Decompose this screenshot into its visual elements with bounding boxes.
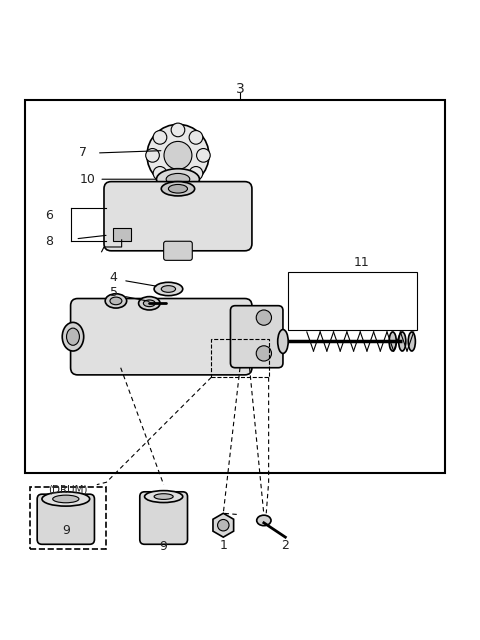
Ellipse shape: [139, 296, 160, 310]
Text: (DRUM): (DRUM): [48, 484, 88, 495]
FancyBboxPatch shape: [230, 306, 283, 368]
Ellipse shape: [278, 330, 288, 353]
Ellipse shape: [408, 332, 415, 351]
Text: 7: 7: [79, 147, 86, 159]
FancyBboxPatch shape: [104, 182, 252, 251]
Text: 8: 8: [45, 235, 53, 248]
Circle shape: [153, 166, 167, 180]
Ellipse shape: [154, 493, 173, 499]
Circle shape: [256, 310, 272, 325]
Ellipse shape: [168, 184, 188, 193]
Circle shape: [153, 131, 167, 144]
Circle shape: [164, 141, 192, 170]
Ellipse shape: [161, 182, 195, 196]
Ellipse shape: [399, 332, 406, 351]
Circle shape: [171, 123, 185, 137]
Text: 5: 5: [109, 286, 118, 300]
Ellipse shape: [62, 323, 84, 351]
Ellipse shape: [161, 285, 176, 292]
FancyBboxPatch shape: [140, 492, 188, 544]
Text: 10: 10: [79, 173, 95, 186]
Ellipse shape: [42, 492, 90, 506]
Ellipse shape: [156, 169, 199, 189]
Text: 2: 2: [281, 539, 289, 552]
Ellipse shape: [53, 495, 79, 503]
Ellipse shape: [110, 297, 122, 305]
Text: 9: 9: [62, 524, 70, 538]
Text: 4: 4: [109, 271, 118, 284]
Ellipse shape: [67, 328, 79, 346]
Circle shape: [189, 131, 203, 144]
FancyBboxPatch shape: [113, 228, 131, 241]
Ellipse shape: [105, 294, 127, 308]
Circle shape: [146, 148, 159, 162]
Circle shape: [147, 124, 209, 186]
Circle shape: [197, 148, 210, 162]
Text: 11: 11: [354, 256, 370, 269]
Circle shape: [189, 166, 203, 180]
Circle shape: [217, 520, 229, 531]
Ellipse shape: [144, 300, 156, 307]
Ellipse shape: [144, 491, 183, 502]
Ellipse shape: [389, 332, 396, 351]
Ellipse shape: [154, 282, 183, 296]
Circle shape: [171, 174, 185, 188]
Ellipse shape: [257, 515, 271, 525]
FancyBboxPatch shape: [37, 494, 95, 544]
Text: 9: 9: [160, 540, 168, 553]
FancyBboxPatch shape: [71, 298, 252, 375]
FancyBboxPatch shape: [164, 241, 192, 260]
Text: 1: 1: [219, 539, 227, 552]
Text: 3: 3: [236, 81, 244, 95]
Ellipse shape: [166, 173, 190, 185]
Circle shape: [256, 346, 272, 361]
Text: 6: 6: [45, 209, 53, 221]
